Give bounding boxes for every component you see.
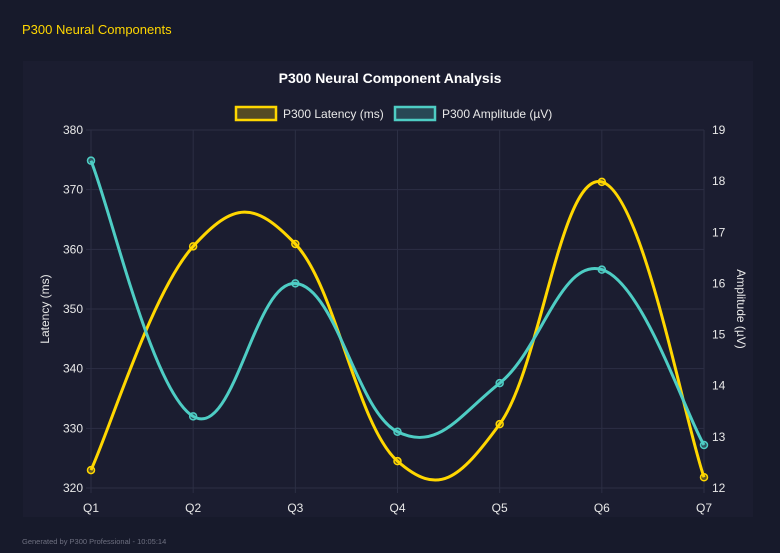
x-tick-label: Q5 [492,501,508,515]
legend-label: P300 Latency (ms) [283,107,384,121]
y-tick-label: 380 [63,123,83,137]
y2-tick-label: 15 [712,328,726,342]
page-title: P300 Neural Components [22,22,172,37]
data-point [699,473,709,482]
x-tick-label: Q7 [696,501,712,515]
y-axis-label: Latency (ms) [38,274,52,343]
data-point [597,265,607,274]
data-point [597,177,607,187]
data-point [393,427,402,436]
data-point [86,465,96,475]
y-tick-label: 330 [63,421,83,435]
data-point [291,279,300,288]
y2-tick-label: 13 [712,430,726,444]
data-point [188,242,198,251]
legend-label: P300 Amplitude (µV) [442,107,552,121]
legend-swatch [393,105,437,122]
y2-tick-label: 17 [712,225,726,239]
data-point [188,412,198,421]
footer-text: Generated by P300 Professional - 10:05:1… [22,537,167,546]
y2-axis-label: Amplitude (µV) [734,269,748,349]
series-line [89,160,706,446]
data-point [495,378,504,388]
y-tick-label: 320 [63,481,83,495]
data-point [86,156,96,165]
x-tick-label: Q2 [185,501,201,515]
x-tick-label: Q3 [287,501,303,515]
data-point [291,239,300,249]
x-tick-label: Q1 [83,501,99,515]
chart-title: P300 Neural Component Analysis [279,70,502,86]
data-point [699,440,709,450]
legend-swatch [234,105,278,122]
x-tick-label: Q6 [594,501,610,515]
y2-tick-label: 18 [712,174,726,188]
series-line [89,180,706,482]
data-point [495,419,504,429]
y-tick-label: 350 [63,302,83,316]
y-tick-label: 370 [63,183,83,197]
data-point [393,456,402,466]
y2-tick-label: 14 [712,379,726,393]
y2-tick-label: 16 [712,276,726,290]
x-tick-label: Q4 [389,501,405,515]
y2-tick-label: 12 [712,481,726,495]
y-tick-label: 360 [63,242,83,256]
y2-tick-label: 19 [712,123,726,137]
y-tick-label: 340 [63,362,83,376]
chart-panel [23,61,753,517]
